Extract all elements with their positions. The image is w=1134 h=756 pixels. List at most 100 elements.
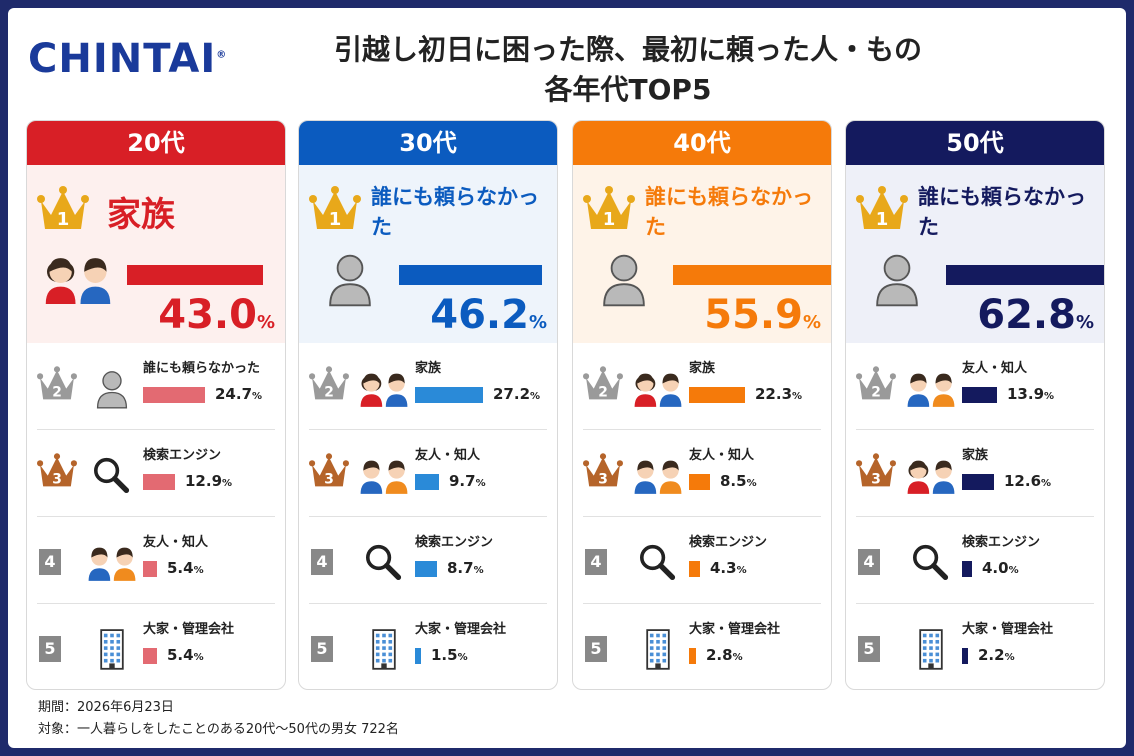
rank-1-label: 誰にも頼らなかった [918, 185, 1086, 239]
svg-text:1: 1 [57, 209, 70, 230]
svg-text:2: 2 [324, 384, 334, 400]
building-icon [372, 629, 396, 670]
infographic-frame: CHINTAI® 引越し初日に困った際、最初に頼った人・もの 各年代TOP5 2… [8, 8, 1126, 748]
rank-value: 2.2% [978, 646, 1015, 664]
rank-bar [415, 561, 437, 577]
rank-bar [962, 561, 972, 577]
rank-value-unit: % [252, 391, 263, 402]
crown-bronze-icon: 3 [37, 453, 77, 487]
person-icon [329, 254, 371, 307]
rank-row: 5 大家・管理会社 5.4% [37, 604, 275, 689]
rank-1-bar [399, 265, 542, 285]
rank-value-number: 5.4 [167, 559, 194, 577]
rank-bar [962, 387, 997, 403]
family-icon [907, 460, 955, 494]
rank-row: 4 検索エンジン 8.7% [309, 517, 547, 604]
search-icon [94, 457, 130, 493]
rank-value: 1.5% [431, 646, 468, 664]
rank-number-badge: 4 [39, 549, 61, 575]
rank-1-value-number: 43.0 [158, 292, 257, 338]
rank-value-unit: % [457, 652, 468, 663]
rank-1-value: 43.0% [158, 293, 275, 345]
person-icon [96, 371, 128, 409]
rank-value: 27.2% [493, 385, 540, 403]
crown-bronze-icon: 3 [309, 453, 349, 487]
building-icon [919, 629, 943, 670]
rank-value-number: 12.6 [1004, 472, 1042, 490]
rank-1-label: 誰にも頼らなかった [645, 185, 813, 239]
rank-value-number: 4.0 [982, 559, 1009, 577]
rank-row: 3 家族 12.6% [856, 430, 1094, 517]
rank-1-value-unit: % [256, 312, 275, 333]
rank-value-unit: % [736, 565, 747, 576]
rank-row: 5 大家・管理会社 1.5% [309, 604, 547, 689]
rank-value-number: 9.7 [449, 472, 476, 490]
rank-value-number: 22.3 [755, 385, 793, 403]
rank-value: 24.7% [215, 385, 262, 403]
panel-header: 30代 [299, 121, 557, 165]
svg-text:2: 2 [598, 384, 608, 400]
rank-label: 検索エンジン [415, 535, 494, 550]
crown-silver-icon: 2 [856, 366, 896, 400]
rank-row: 3 友人・知人 9.7% [309, 430, 547, 517]
rank-value-number: 13.9 [1007, 385, 1045, 403]
rank-value-unit: % [473, 565, 484, 576]
family-icon [634, 373, 682, 407]
rank-label: 検索エンジン [689, 535, 768, 550]
panel-3: 50代 1 誰にも頼らなかった 62.8% 2 友人・知人 13.9% 3 家族 12.6% 4 検索… [845, 120, 1105, 690]
rank-value: 22.3% [755, 385, 802, 403]
rank-row: 2 誰にも頼らなかった 24.7% [37, 343, 275, 430]
rank-bar [415, 474, 439, 490]
search-icon [640, 544, 676, 580]
rank-1-section: 1 誰にも頼らなかった 62.8% [846, 165, 1104, 343]
crown-gold-icon: 1 [583, 186, 635, 230]
rank-number-badge: 4 [858, 549, 880, 575]
rank-value-unit: % [1044, 391, 1055, 402]
rank-value: 8.7% [447, 559, 484, 577]
svg-text:3: 3 [324, 471, 334, 487]
rank-bar [143, 561, 157, 577]
rank-value-number: 4.3 [710, 559, 737, 577]
panel-header: 40代 [573, 121, 831, 165]
chintai-logo: CHINTAI® [28, 36, 228, 82]
rank-label: 友人・知人 [143, 535, 209, 550]
rank-label: 大家・管理会社 [415, 622, 507, 637]
friends-icon [634, 460, 682, 494]
svg-text:3: 3 [52, 471, 62, 487]
rank-label: 友人・知人 [415, 448, 481, 463]
rank-row: 2 家族 27.2% [309, 343, 547, 430]
rank-bar [415, 648, 421, 664]
rank-label: 誰にも頼らなかった [143, 361, 261, 376]
rank-row: 3 検索エンジン 12.9% [37, 430, 275, 517]
rank-value-number: 12.9 [185, 472, 223, 490]
rank-value: 5.4% [167, 646, 204, 664]
rank-1-value-unit: % [528, 312, 547, 333]
rank-value: 12.6% [1004, 472, 1051, 490]
rank-label: 家族 [415, 361, 442, 376]
rank-value-number: 8.7 [447, 559, 474, 577]
rank-1-value-number: 46.2 [430, 292, 529, 338]
rank-1-value-unit: % [802, 312, 821, 333]
rank-1-value-number: 62.8 [977, 292, 1076, 338]
rank-bar [415, 387, 483, 403]
person-icon [876, 254, 918, 307]
rank-1-label: 誰にも頼らなかった [371, 185, 539, 239]
rank-value: 9.7% [449, 472, 486, 490]
rank-1-value-unit: % [1075, 312, 1094, 333]
rank-1-value-number: 55.9 [704, 292, 803, 338]
rank-row: 2 家族 22.3% [583, 343, 821, 430]
rank-label: 大家・管理会社 [143, 622, 235, 637]
panel-2: 40代 1 誰にも頼らなかった 55.9% 2 家族 22.3% 3 友人・知人 8.5% 4 検索エ… [572, 120, 832, 690]
rank-value-unit: % [475, 478, 486, 489]
friends-icon [360, 460, 408, 494]
rank-value-number: 2.8 [706, 646, 733, 664]
rank-value-number: 24.7 [215, 385, 253, 403]
rank-label: 検索エンジン [143, 448, 222, 463]
rank-value: 4.3% [710, 559, 747, 577]
rank-value-unit: % [193, 652, 204, 663]
rank-value-unit: % [732, 652, 743, 663]
rank-1-section: 1 家族 43.0% [27, 165, 285, 343]
rank-row: 2 友人・知人 13.9% [856, 343, 1094, 430]
rank-row: 5 大家・管理会社 2.2% [856, 604, 1094, 689]
rank-value: 12.9% [185, 472, 232, 490]
